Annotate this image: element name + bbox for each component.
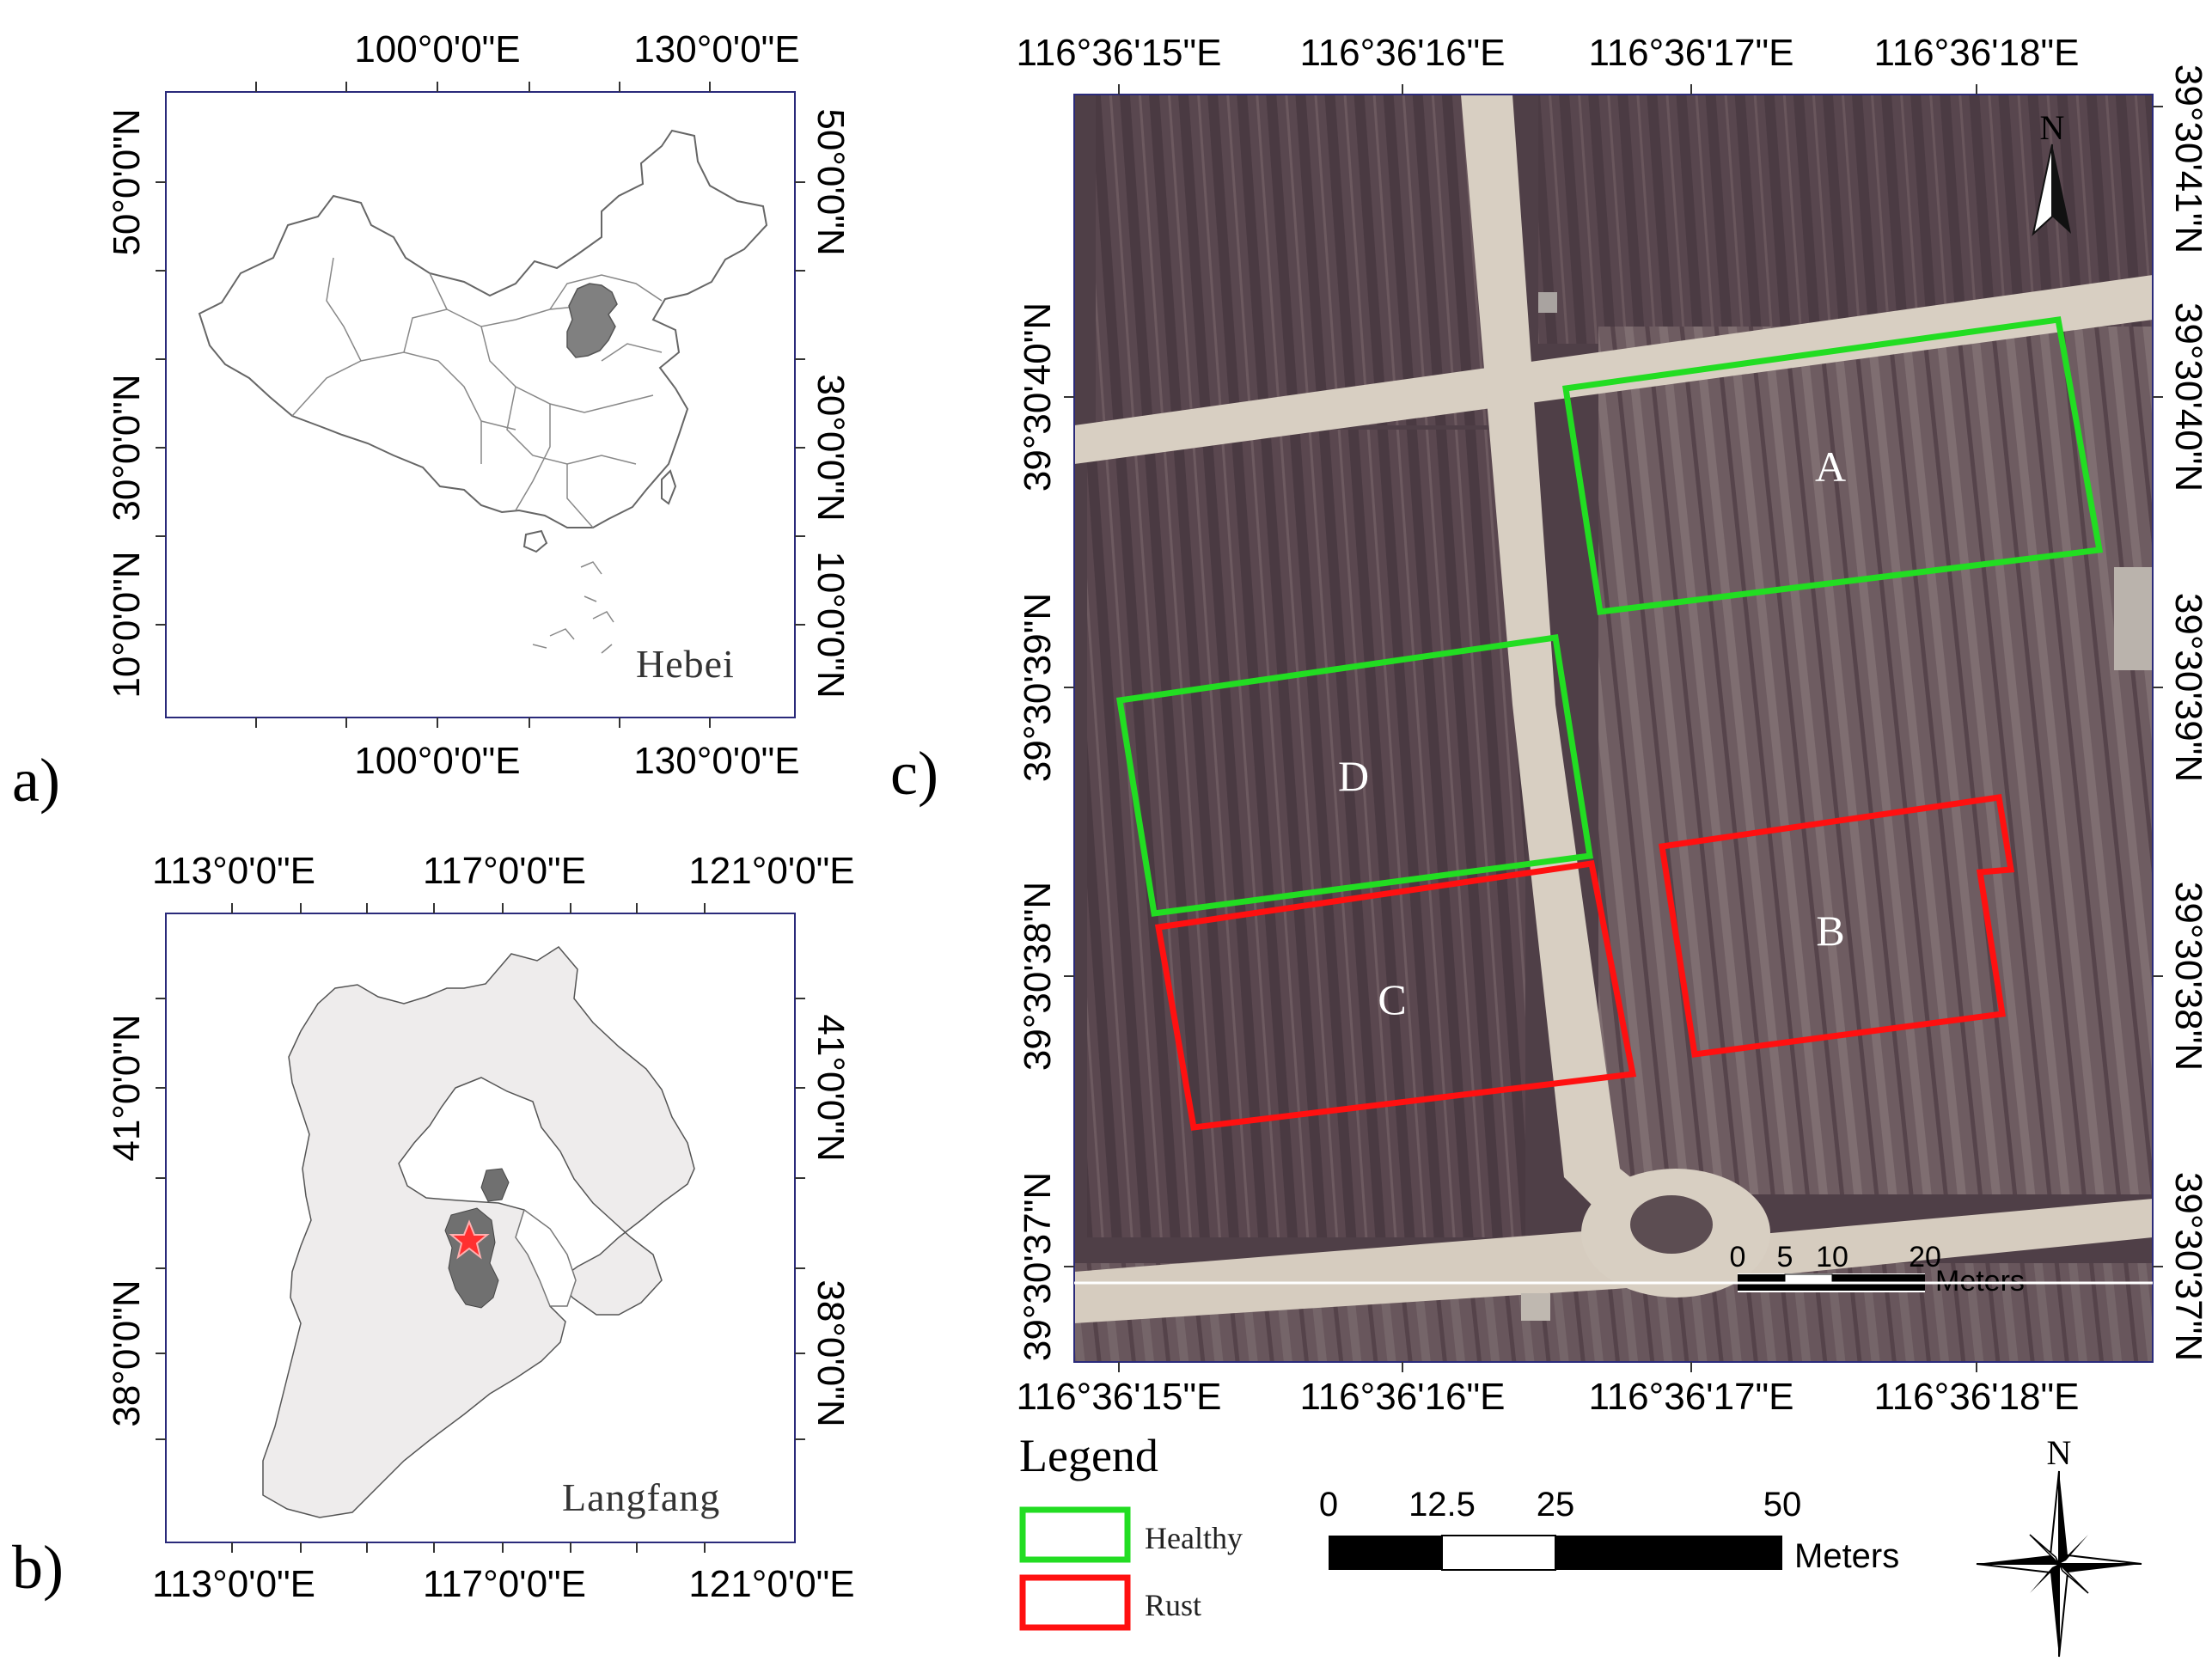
legend-label-healthy: Healthy <box>1145 1521 1243 1555</box>
panel-b-bottom-tick: 121°0'0"E <box>688 1563 854 1605</box>
field-a-boundary <box>1562 316 2104 615</box>
panel-c-right-tick: 39°30'41"N <box>2167 64 2209 253</box>
panel-b-top-tick: 121°0'0"E <box>688 850 854 892</box>
panel-a-left-tick: 30°0'0"N <box>106 374 148 521</box>
panel-c-ticks <box>1064 84 2163 1372</box>
compass-north-label: N <box>2047 1433 2072 1472</box>
panel-c-top-tick: 116°36'16"E <box>1300 32 1506 74</box>
panel-a-right-tick: 50°0'0"N <box>810 108 852 255</box>
field-d-label: D <box>1338 752 1369 800</box>
panel-c-right-tick: 39°30'37"N <box>2167 1172 2209 1361</box>
panel-c-left-tick: 39°30'38"N <box>1017 882 1059 1071</box>
langfang-highlight <box>444 1207 499 1309</box>
panel-a-top-tick: 100°0'0"E <box>354 28 520 70</box>
panel-c-bottom-tick: 116°36'17"E <box>1589 1376 1794 1418</box>
panel-b-right-tick: 41°0'0"N <box>810 1014 852 1161</box>
legend: Legend Healthy Rust <box>1019 1430 1243 1631</box>
panel-a-label: a) <box>12 746 60 815</box>
scale-unit: Meters <box>1794 1537 1899 1575</box>
panel-b-bottom-tick: 117°0'0"E <box>423 1563 586 1605</box>
langfang-north-part <box>480 1168 510 1202</box>
field-b-boundary <box>1658 794 2015 1058</box>
tianjin-region <box>515 1208 577 1307</box>
panel-c-left-tick: 39°30'40"N <box>1017 302 1059 492</box>
panel-b-left-tick: 38°0'0"N <box>106 1279 148 1426</box>
south-sea-islands <box>532 561 614 654</box>
panel-b-top-tick: 113°0'0"E <box>152 850 315 892</box>
legend-label-rust: Rust <box>1145 1588 1201 1622</box>
legend-swatch-healthy <box>1019 1506 1131 1563</box>
panel-c-top-tick: 116°36'15"E <box>1017 32 1222 74</box>
inner-scale-tick: 0 <box>1730 1241 1746 1273</box>
compass-rose-icon <box>1976 1470 2142 1658</box>
panel-a-ticks <box>156 82 805 728</box>
panel-b-bottom-tick: 113°0'0"E <box>152 1563 315 1605</box>
panel-c-bottom-tick: 116°36'15"E <box>1017 1376 1222 1418</box>
panel-a-right-tick: 10°0'0"N <box>810 551 852 698</box>
inner-scale-tick: 20 <box>1909 1241 1941 1273</box>
inner-north-arrow: N <box>2032 108 2071 236</box>
panel-c-top-tick: 116°36'17"E <box>1589 32 1794 74</box>
panel-b-top-tick: 117°0'0"E <box>423 850 586 892</box>
inner-scale-tick: 10 <box>1816 1241 1848 1273</box>
panel-a-region-name: Hebei <box>636 642 735 686</box>
panel-b-label: b) <box>12 1533 64 1602</box>
scale-tick: 12.5 <box>1408 1486 1476 1524</box>
panel-c-label: c) <box>890 739 938 808</box>
panel-b-left-tick: 41°0'0"N <box>106 1014 148 1161</box>
panel-a-bottom-tick: 130°0'0"E <box>633 740 799 782</box>
panel-a-left-tick: 50°0'0"N <box>106 108 148 255</box>
scale-tick: 25 <box>1537 1486 1575 1524</box>
inner-north-label: N <box>2040 108 2065 147</box>
field-b-label: B <box>1816 907 1844 955</box>
panel-b: Langfang 113°0'0"E 117°0'0"E 121°0'0"E 1… <box>12 850 855 1605</box>
panel-c-right-tick: 39°30'38"N <box>2167 882 2209 1071</box>
field-d-boundary <box>1115 634 1594 917</box>
panel-c: A B C D N 0 5 10 20 Meters 116°36'15"E 1… <box>890 32 2209 1418</box>
panel-a: Hebei 100°0'0"E 130°0'0"E 100°0'0"E 130°… <box>12 28 852 815</box>
panel-c-bottom-tick: 116°36'18"E <box>1874 1376 2080 1418</box>
taiwan-island <box>661 469 677 505</box>
field-c-boundary <box>1154 860 1637 1131</box>
panel-a-left-tick: 10°0'0"N <box>106 551 148 698</box>
panel-c-right-tick: 39°30'40"N <box>2167 302 2209 492</box>
panel-c-frame <box>1073 94 2154 1363</box>
scale-tick: 50 <box>1763 1486 1802 1524</box>
panel-a-top-tick: 130°0'0"E <box>633 28 799 70</box>
inner-scale-unit: Meters <box>1935 1265 2025 1298</box>
field-c-label: C <box>1378 975 1406 1023</box>
legend-swatch-rust <box>1019 1574 1131 1631</box>
china-outline <box>198 129 768 528</box>
panel-a-right-tick: 30°0'0"N <box>810 374 852 521</box>
panel-b-region-name: Langfang <box>562 1475 720 1519</box>
hebei-highlight <box>566 283 618 358</box>
panel-c-left-tick: 39°30'37"N <box>1017 1172 1059 1361</box>
legend-title: Legend <box>1019 1430 1158 1481</box>
china-provinces <box>291 257 663 528</box>
panel-c-right-tick: 39°30'39"N <box>2167 593 2209 782</box>
satellite-image <box>1074 95 2153 1362</box>
scale-bar: 0 12.5 25 50 Meters <box>1319 1486 1899 1575</box>
panel-c-bottom-tick: 116°36'16"E <box>1300 1376 1506 1418</box>
study-site-star <box>449 1219 490 1260</box>
inner-scale-tick: 5 <box>1777 1241 1793 1273</box>
panel-b-ticks <box>156 903 805 1553</box>
panel-a-bottom-tick: 100°0'0"E <box>354 740 520 782</box>
panel-c-left-tick: 39°30'39"N <box>1017 593 1059 782</box>
scale-tick: 0 <box>1319 1486 1338 1524</box>
hainan-island <box>522 529 548 553</box>
panel-b-right-tick: 38°0'0"N <box>810 1279 852 1426</box>
field-a-label: A <box>1815 443 1846 491</box>
panel-c-top-tick: 116°36'18"E <box>1874 32 2080 74</box>
